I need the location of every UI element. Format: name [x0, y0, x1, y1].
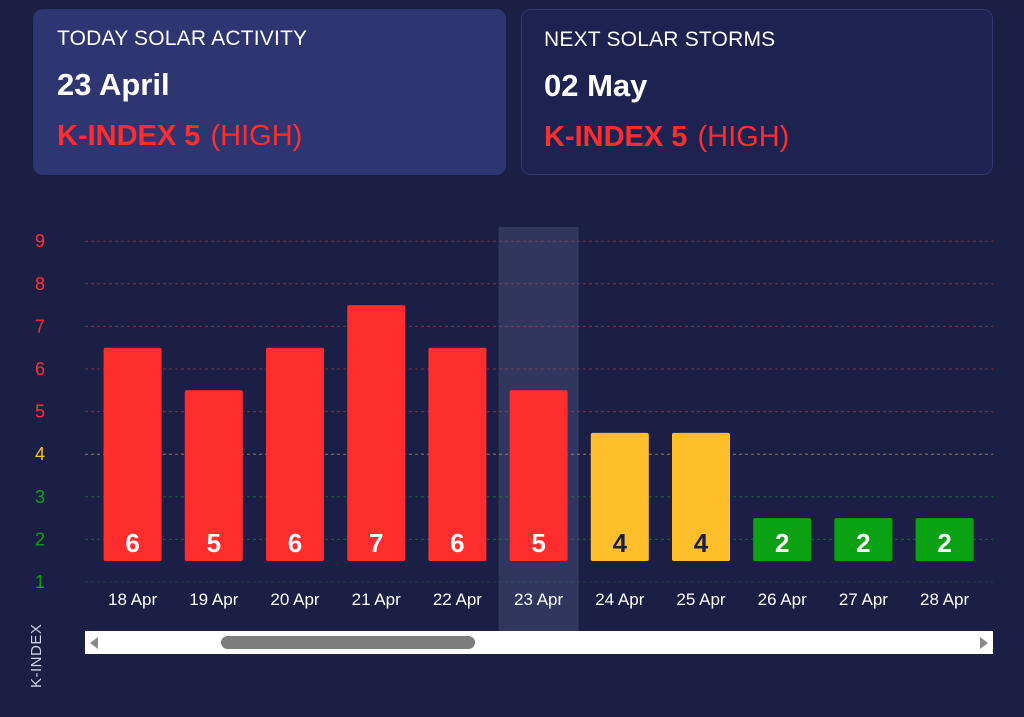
x-tick-label: 23 Apr	[514, 590, 563, 609]
bar-value-label: 2	[775, 528, 789, 558]
y-tick-label: 3	[35, 487, 45, 507]
today-card-kindex: K-INDEX 5 (HIGH)	[57, 120, 482, 152]
y-axis-label: K-INDEX	[28, 623, 45, 688]
bar-value-label: 2	[937, 528, 951, 558]
bar	[672, 432, 730, 561]
bar-value-label: 5	[207, 528, 221, 558]
y-tick-label: 7	[35, 316, 45, 336]
x-tick-label: 26 Apr	[758, 590, 807, 609]
bar	[347, 305, 406, 561]
y-tick-label: 6	[35, 359, 45, 379]
x-tick-label: 27 Apr	[839, 590, 888, 609]
bar	[103, 347, 162, 561]
scroll-left-arrow-icon[interactable]	[90, 637, 98, 649]
bar	[915, 518, 974, 561]
y-tick-label: 8	[35, 274, 45, 294]
bar-value-label: 6	[450, 528, 464, 558]
bar-value-label: 5	[531, 528, 545, 558]
scroll-thumb[interactable]	[221, 636, 475, 649]
bar	[834, 518, 893, 561]
bar-value-label: 4	[613, 528, 628, 558]
next-card-kindex: K-INDEX 5 (HIGH)	[544, 121, 968, 153]
x-tick-label: 21 Apr	[352, 590, 401, 609]
y-tick-label: 9	[35, 231, 45, 251]
x-tick-label: 25 Apr	[676, 590, 725, 609]
bar	[266, 347, 324, 561]
y-tick-label: 1	[35, 572, 45, 592]
y-tick-label: 2	[35, 529, 45, 549]
bar	[428, 347, 487, 561]
x-tick-label: 28 Apr	[920, 590, 969, 609]
next-kindex-level: (HIGH)	[697, 121, 790, 153]
x-tick-label: 19 Apr	[189, 590, 238, 609]
today-kindex-level: (HIGH)	[210, 120, 303, 152]
bar-value-label: 6	[288, 528, 302, 558]
bar-value-label: 2	[856, 528, 870, 558]
chart-scrollbar[interactable]	[85, 631, 993, 654]
bar	[509, 390, 568, 561]
bar	[590, 432, 649, 561]
bar-value-label: 4	[694, 528, 709, 558]
next-storms-card: NEXT SOLAR STORMS 02 May K-INDEX 5 (HIGH…	[521, 9, 993, 175]
next-kindex-value: K-INDEX 5	[544, 121, 688, 153]
today-activity-card: TODAY SOLAR ACTIVITY 23 April K-INDEX 5 …	[33, 9, 506, 175]
today-card-date: 23 April	[57, 67, 170, 102]
x-tick-label: 22 Apr	[433, 590, 482, 609]
next-card-title: NEXT SOLAR STORMS	[544, 28, 776, 51]
scroll-right-arrow-icon[interactable]	[980, 637, 988, 649]
x-tick-label: 18 Apr	[108, 590, 157, 609]
next-card-date: 02 May	[544, 68, 648, 103]
x-tick-label: 24 Apr	[595, 590, 644, 609]
bar	[184, 390, 243, 561]
bar-value-label: 7	[369, 528, 383, 558]
y-tick-label: 4	[35, 444, 45, 464]
bar-value-label: 6	[125, 528, 139, 558]
x-tick-label: 20 Apr	[270, 590, 319, 609]
y-tick-label: 5	[35, 402, 45, 422]
bar	[753, 518, 812, 561]
today-kindex-value: K-INDEX 5	[57, 120, 201, 152]
today-card-title: TODAY SOLAR ACTIVITY	[57, 27, 308, 50]
